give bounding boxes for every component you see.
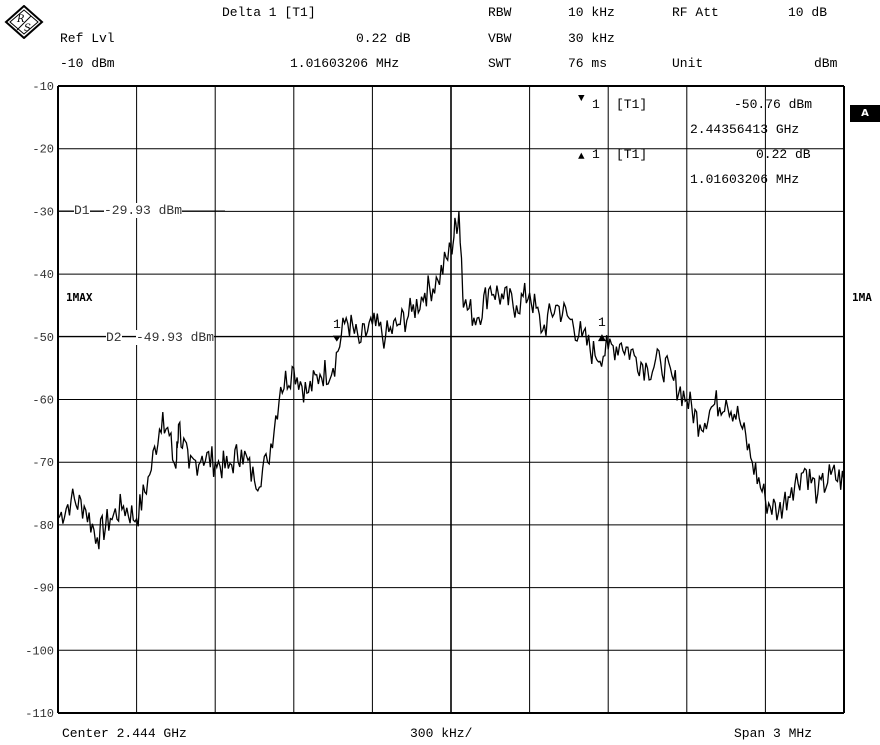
plot-marker-2-label: 1 [598,315,606,330]
y-tick-label: -40 [32,268,54,282]
trace-label-left: 1MAX [66,291,93,304]
y-tick-label: -110 [25,707,54,721]
freq-per-div: 300 kHz/ [410,726,473,741]
y-tick-label: -10 [32,80,54,94]
y-tick-label: -100 [25,644,54,658]
rbw-value: 10 kHz [568,5,615,20]
delta-freq: 1.01603206 MHz [290,56,400,71]
marker-1-triangle [332,335,341,342]
trace-1max [57,211,845,550]
rf-att-value: 10 dB [788,5,828,20]
center-freq: Center 2.444 GHz [62,726,187,741]
plot-marker-1-label: 1 [333,317,341,332]
y-tick-label: -90 [32,582,54,596]
vbw-label: VBW [488,31,512,46]
span: Span 3 MHz [734,726,813,741]
marker1-triangle-icon: ▼ [578,93,585,105]
delta-marker-1-triangle [597,334,606,342]
rbw-label: RBW [488,5,512,20]
delta1-freq: 1.01603206 MHz [690,172,800,187]
y-tick-labels: -10 -20 -30 -40 -50 -60 -70 -80 -90 -100 -110 [25,80,54,721]
d1-label: D1 [74,203,90,218]
svg-text:R: R [16,14,25,25]
marker1-id: 1 [592,97,600,112]
ref-lvl-label: Ref Lvl [60,31,115,46]
screen-badge: A [850,105,880,122]
d2-value: -49.93 dBm [136,330,215,345]
marker1-tag: [T1] [616,97,648,112]
y-tick-label: -60 [32,394,54,408]
delta1-id: 1 [592,147,600,162]
y-tick-label: -70 [32,456,54,470]
delta1-tag: [T1] [616,147,648,162]
rf-att-label: RF Att [672,5,719,20]
unit-value: dBm [814,56,838,71]
vbw-value: 30 kHz [568,31,615,46]
delta1-level: 0.22 dB [756,147,811,162]
trace-label-right: 1MA [852,291,872,304]
marker1-level: -50.76 dBm [734,97,813,112]
svg-text:S: S [24,23,31,34]
y-tick-label: -50 [32,331,54,345]
delta-value: 0.22 dB [356,31,411,46]
marker1-freq: 2.44356413 GHz [690,122,800,137]
unit-label: Unit [672,56,704,71]
d1-value: -29.93 dBm [104,203,183,218]
delta-label: Delta 1 [T1] [222,5,316,20]
y-tick-label: -20 [32,143,54,157]
swt-value: 76 ms [568,56,608,71]
y-tick-label: -30 [32,205,54,219]
swt-label: SWT [488,56,512,71]
rs-logo: R S [4,4,44,40]
ref-lvl-value: -10 dBm [60,56,115,71]
d2-label: D2 [106,330,122,345]
delta1-triangle-icon: ▲ [578,151,585,163]
y-tick-label: -80 [32,519,54,533]
plot-grid [57,85,845,714]
